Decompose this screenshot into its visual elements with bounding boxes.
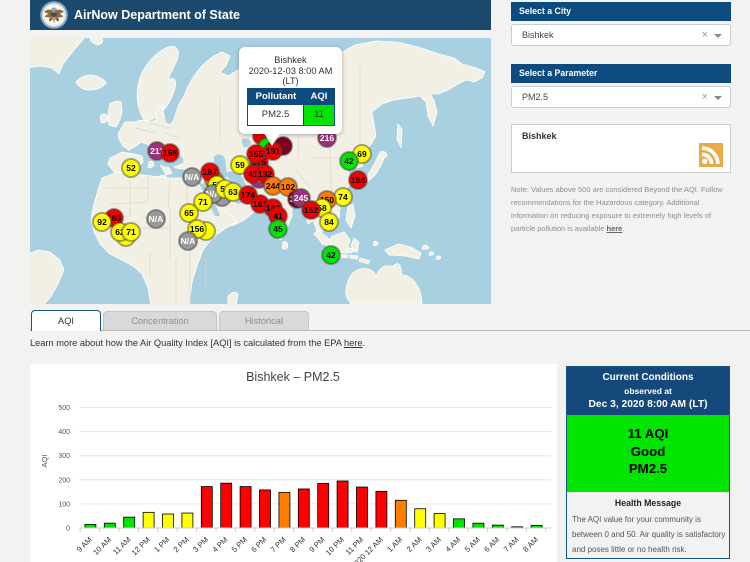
- svg-text:N/A: N/A: [181, 236, 196, 246]
- svg-text:400: 400: [58, 429, 70, 436]
- svg-text:6 AM: 6 AM: [482, 535, 501, 554]
- svg-text:211: 211: [150, 146, 164, 156]
- svg-text:6 PM: 6 PM: [249, 535, 268, 554]
- svg-text:52: 52: [126, 163, 136, 173]
- svg-text:1 AM: 1 AM: [385, 535, 404, 554]
- svg-text:102: 102: [281, 182, 295, 192]
- svg-text:5 AM: 5 AM: [463, 535, 482, 554]
- svg-text:132: 132: [258, 169, 272, 179]
- svg-text:N/A: N/A: [185, 172, 200, 182]
- svg-text:AQI: AQI: [40, 455, 49, 468]
- svg-text:156: 156: [190, 224, 204, 234]
- svg-text:216: 216: [320, 133, 334, 143]
- svg-text:0: 0: [66, 526, 70, 533]
- svg-text:8 AM: 8 AM: [521, 535, 540, 554]
- svg-text:58: 58: [317, 203, 327, 213]
- svg-text:1 PM: 1 PM: [152, 535, 171, 554]
- svg-text:65: 65: [184, 208, 194, 218]
- svg-text:3 PM: 3 PM: [191, 535, 210, 554]
- svg-text:500: 500: [58, 405, 70, 412]
- svg-text:71: 71: [198, 197, 208, 207]
- svg-text:150: 150: [320, 195, 334, 205]
- svg-text:74: 74: [338, 192, 348, 202]
- svg-text:200: 200: [58, 477, 70, 484]
- svg-text:45: 45: [273, 224, 283, 234]
- svg-text:8 PM: 8 PM: [288, 535, 307, 554]
- svg-text:Bishkek – PM2.5: Bishkek – PM2.5: [246, 370, 340, 384]
- svg-text:245: 245: [294, 193, 308, 203]
- svg-text:42: 42: [326, 250, 336, 260]
- svg-text:4 AM: 4 AM: [444, 535, 463, 554]
- svg-text:152: 152: [304, 205, 318, 215]
- svg-text:59: 59: [235, 160, 245, 170]
- svg-text:3 AM: 3 AM: [424, 535, 443, 554]
- svg-text:10 AM: 10 AM: [91, 535, 113, 557]
- svg-text:155: 155: [249, 149, 263, 159]
- svg-text:154: 154: [351, 175, 365, 185]
- svg-text:187: 187: [203, 167, 217, 177]
- svg-text:41: 41: [273, 211, 283, 221]
- svg-text:163: 163: [107, 213, 121, 223]
- svg-text:100: 100: [58, 501, 70, 508]
- svg-text:71: 71: [126, 227, 136, 237]
- svg-text:10 PM: 10 PM: [324, 535, 346, 557]
- svg-text:167: 167: [266, 203, 280, 213]
- svg-text:7 AM: 7 AM: [502, 535, 521, 554]
- svg-text:41: 41: [248, 169, 258, 179]
- svg-text:N/A: N/A: [206, 189, 221, 199]
- svg-text:69: 69: [357, 149, 367, 159]
- svg-text:N/A: N/A: [149, 214, 164, 224]
- svg-text:42: 42: [344, 156, 354, 166]
- svg-text:158: 158: [163, 148, 177, 158]
- svg-text:161: 161: [253, 199, 267, 209]
- svg-text:300: 300: [58, 453, 70, 460]
- svg-text:174: 174: [241, 190, 255, 200]
- svg-text:11 AM: 11 AM: [111, 535, 133, 557]
- svg-text:92: 92: [97, 217, 107, 227]
- svg-text:5 PM: 5 PM: [230, 535, 249, 554]
- svg-text:62: 62: [115, 227, 125, 237]
- svg-text:63: 63: [228, 187, 238, 197]
- svg-text:191: 191: [266, 146, 280, 156]
- svg-text:2 AM: 2 AM: [405, 535, 424, 554]
- svg-text:7 PM: 7 PM: [269, 535, 288, 554]
- svg-text:2 PM: 2 PM: [172, 535, 191, 554]
- svg-text:84: 84: [324, 217, 334, 227]
- svg-text:244: 244: [266, 181, 280, 191]
- svg-text:4 PM: 4 PM: [210, 535, 229, 554]
- svg-text:12 PM: 12 PM: [130, 535, 152, 557]
